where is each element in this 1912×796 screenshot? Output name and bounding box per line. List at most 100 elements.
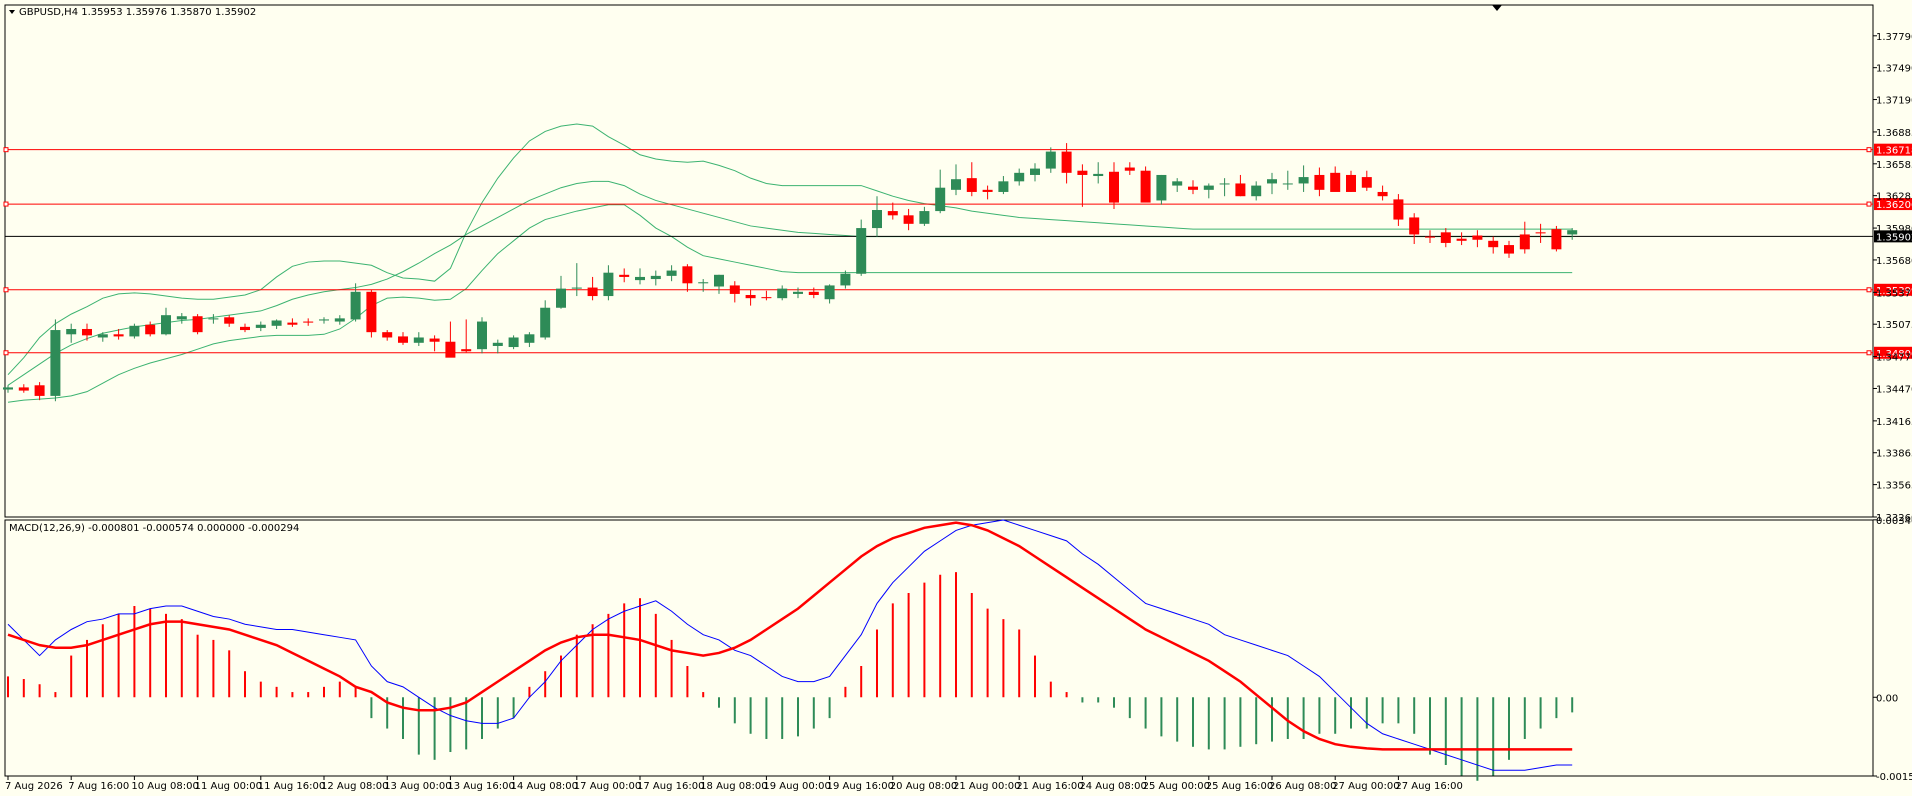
- time-tick-label: 11 Aug 16:00: [258, 781, 325, 792]
- bull-candle: [508, 337, 519, 348]
- bear-candle: [1440, 232, 1451, 243]
- bear-candle: [1472, 235, 1483, 240]
- bull-candle: [1156, 174, 1167, 201]
- time-tick-label: 25 Aug 00:00: [1143, 781, 1210, 792]
- bear-candle: [1061, 151, 1072, 173]
- bull-candle: [524, 334, 535, 343]
- time-tick-label: 7 Aug 2026: [5, 781, 63, 792]
- level-price-label: 1.35399: [1876, 286, 1912, 297]
- bull-candle: [1251, 185, 1262, 197]
- price-tick-label: 1.37790: [1876, 32, 1912, 43]
- bull-candle: [413, 337, 424, 343]
- price-axis: 1.37790 1.37490 1.37190 1.36885 1.36585 1.362…: [1873, 32, 1912, 524]
- bull-candle: [66, 328, 77, 335]
- bear-candle: [1535, 232, 1546, 234]
- bull-candle: [998, 181, 1009, 192]
- bear-candle: [761, 297, 772, 299]
- bull-candle: [1030, 168, 1040, 175]
- bull-candle: [714, 274, 724, 287]
- time-tick-label: 14 Aug 08:00: [511, 781, 578, 792]
- horizontal-levels[interactable]: 1.36718 1.36206 1.35399 1.34806 1.35902: [3, 143, 1912, 360]
- bear-candle: [1188, 186, 1198, 190]
- bull-candle: [777, 288, 788, 299]
- bull-candle: [50, 330, 61, 396]
- macd-line: [7, 519, 1573, 771]
- bear-candle: [1409, 217, 1420, 235]
- bear-candle: [1314, 174, 1325, 190]
- time-tick-label: 17 Aug 00:00: [574, 781, 641, 792]
- bull-candle: [477, 321, 487, 350]
- price-tick-label: 1.35075: [1876, 320, 1912, 331]
- macd-tick-label: 0.00: [1876, 693, 1898, 704]
- bull-candle: [334, 318, 345, 322]
- price-tick-label: 1.33565: [1876, 481, 1912, 492]
- bear-candle: [429, 338, 440, 342]
- signal-line: [7, 521, 1573, 751]
- time-tick-label: 20 Aug 08:00: [890, 781, 957, 792]
- bollinger-upper-line: [7, 123, 1573, 376]
- price-tick-label: 1.36885: [1876, 128, 1912, 139]
- level-price-label: 1.36206: [1876, 200, 1912, 211]
- bollinger-middle-line: [7, 180, 1573, 386]
- level-anchor-handle: [1866, 201, 1872, 207]
- macd-pane-frame: [4, 519, 1874, 777]
- level-anchor-handle: [1866, 147, 1872, 153]
- bull-candle: [540, 307, 551, 338]
- bull-candle: [1267, 179, 1277, 184]
- price-tick-label: 1.37190: [1876, 96, 1912, 107]
- scroll-shift-marker-icon[interactable]: [1492, 5, 1502, 11]
- bull-candle: [271, 320, 282, 326]
- bull-candle: [571, 287, 582, 289]
- time-tick-label: 21 Aug 16:00: [1016, 781, 1083, 792]
- bear-candle: [1488, 240, 1499, 248]
- bull-candle: [1219, 183, 1230, 185]
- bear-candle: [192, 316, 203, 333]
- time-tick-label: 18 Aug 08:00: [700, 781, 767, 792]
- price-pane-frame: [4, 4, 1874, 518]
- bear-candle: [113, 334, 124, 337]
- bull-candle: [492, 342, 503, 346]
- bear-candle: [224, 317, 235, 324]
- price-tick-label: 1.34165: [1876, 417, 1912, 428]
- bear-candle: [366, 291, 377, 333]
- bear-candle: [887, 211, 898, 216]
- bear-candle: [1124, 167, 1135, 171]
- symbol-header: GBPUSD,H4 1.35953 1.35976 1.35870 1.3590…: [19, 7, 256, 18]
- bull-candle: [1093, 173, 1104, 177]
- symbol-menu-arrow-icon[interactable]: [9, 10, 15, 14]
- bull-candle: [650, 275, 661, 280]
- bear-candle: [461, 349, 472, 352]
- level-price-tag: [1874, 346, 1912, 359]
- bull-candle: [1298, 177, 1309, 184]
- bear-candle: [82, 328, 92, 336]
- price-tick-label: 1.35375: [1876, 288, 1912, 299]
- level-price-label: 1.34806: [1876, 349, 1912, 360]
- bull-candle: [698, 282, 709, 284]
- level-price-tag: [1874, 198, 1912, 211]
- price-tick-label: 1.35980: [1876, 224, 1912, 235]
- bear-candle: [1361, 177, 1372, 188]
- current-price-tag: [1874, 230, 1912, 243]
- level-price-tag: [1874, 143, 1912, 156]
- price-tick-label: 1.34470: [1876, 384, 1912, 395]
- bull-candle: [129, 325, 140, 337]
- bull-candle: [1014, 172, 1025, 182]
- bear-candle: [808, 291, 819, 295]
- bull-candle: [176, 316, 187, 320]
- bear-candle: [966, 178, 977, 192]
- time-tick-label: 13 Aug 00:00: [384, 781, 451, 792]
- bull-candle: [255, 324, 266, 328]
- macd-axis: 0.003403 0.00 -0.00151: [1873, 516, 1912, 783]
- time-tick-label: 27 Aug 16:00: [1395, 781, 1462, 792]
- time-tick-label: 26 Aug 08:00: [1269, 781, 1336, 792]
- bull-candle: [1172, 181, 1183, 186]
- time-tick-label: 21 Aug 00:00: [953, 781, 1020, 792]
- bull-candle: [872, 210, 882, 229]
- bear-candle: [303, 321, 314, 323]
- bear-candle: [619, 274, 630, 277]
- time-tick-label: 11 Aug 00:00: [195, 781, 262, 792]
- bull-candle: [350, 291, 361, 320]
- bull-candle: [208, 318, 219, 320]
